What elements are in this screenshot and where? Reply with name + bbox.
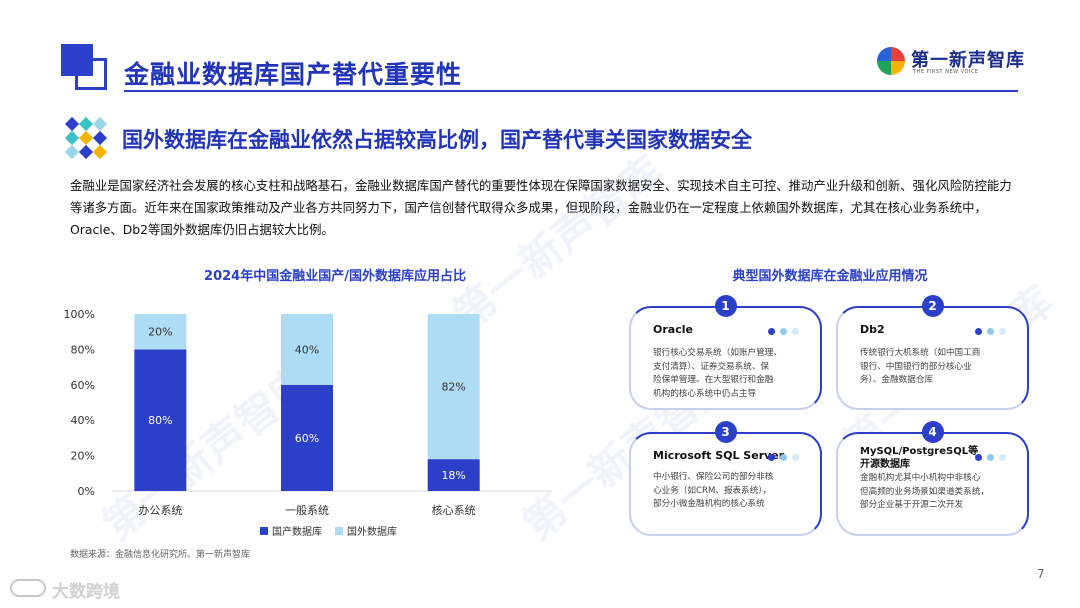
legend-swatch <box>260 527 268 535</box>
diamond-cluster-icon <box>62 114 110 162</box>
legend-label: 国产数据库 <box>272 525 322 538</box>
page-title: 金融业数据库国产替代重要性 <box>124 60 463 89</box>
y-tick-label: 100% <box>64 308 95 321</box>
data-label: 82% <box>441 381 465 394</box>
data-source-note: 数据来源：金融信息化研究所、第一新声智库 <box>70 550 251 560</box>
card-text-line: 部分企业基于开源二次开发 <box>860 500 964 510</box>
bar-segment <box>134 349 187 491</box>
legend-swatch <box>335 527 343 535</box>
card-text-line: 支付清算）、证券交易系统、保 <box>653 361 770 372</box>
y-tick-label: 0% <box>78 485 95 498</box>
card-text-line: 部分小微金融机构的核心系统 <box>653 499 765 509</box>
data-label: 60% <box>295 432 319 445</box>
card-dots-icon <box>975 454 1011 462</box>
card-number-badge: 4 <box>921 421 944 443</box>
data-label: 80% <box>148 414 172 427</box>
stacked-bar-chart: 0% 20% 40% 60% 80% 100% 80% 20% 办公系统 60% 40% 一般系统 18… <box>64 308 552 538</box>
card-title: Db2 <box>860 323 885 336</box>
card-text-line: 机构的核心系统中仍占主导 <box>653 388 757 399</box>
card-text-line: 银行、中国银行的部分核心业 <box>860 361 972 372</box>
card-text-line: 金融机构尤其中小机构中非核心 <box>860 473 981 483</box>
y-tick-label: 60% <box>71 379 95 392</box>
card-title: MySQL/PostgreSQL等 开源数据库 <box>860 445 978 471</box>
database-card-db2: 2 Db2 传统银行大机系统（如中国工商 银行、中国银行的部分核心业 务）、金融… <box>836 295 1029 410</box>
brand-logo: 第一新声智库 THE FIRST NEW VOICE <box>877 45 1027 79</box>
card-description: 传统银行大机系统（如中国工商 银行、中国银行的部分核心业 务）、金融数据仓库 <box>860 347 1016 388</box>
logo-subtitle: THE FIRST NEW VOICE <box>913 69 979 75</box>
header-rule <box>124 90 1018 92</box>
card-title-line: 开源数据库 <box>860 459 910 470</box>
card-text-line: 但高频的业务场景如渠道类系统， <box>860 486 989 497</box>
y-tick-label: 20% <box>71 450 95 463</box>
card-dots-icon <box>768 454 804 462</box>
data-label: 20% <box>148 326 172 339</box>
right-panel-title: 典型国外数据库在金融业应用情况 <box>732 269 928 284</box>
x-category-label: 办公系统 <box>138 504 182 517</box>
card-description: 银行核心交易系统（如账户管理、 支付清算）、证券交易系统、保 险保单管理。在大型… <box>653 347 809 401</box>
bar-segment <box>427 459 480 491</box>
section-subtitle: 国外数据库在金融业依然占据较高比例，国产替代事关国家数据安全 <box>122 128 752 152</box>
card-dots-icon <box>975 328 1011 336</box>
paragraph-line: Oracle、Db2等国外数据库仍旧占据较大比例。 <box>70 222 334 237</box>
card-number-badge: 1 <box>714 295 737 317</box>
x-category-label: 核心系统 <box>432 503 476 517</box>
data-label: 40% <box>295 343 319 356</box>
paragraph-line: 金融业是国家经济社会发展的核心支柱和战略基石，金融业数据库国产替代的重要性体现在… <box>70 178 1012 193</box>
data-label: 18% <box>441 469 465 482</box>
card-description: 金融机构尤其中小机构中非核心 但高频的业务场景如渠道类系统， 部分企业基于开源二… <box>860 472 1016 513</box>
brand-name: 大数跨境 <box>52 582 120 602</box>
logo-name: 第一新声智库 <box>911 50 1025 71</box>
card-number-badge: 3 <box>714 421 737 443</box>
card-dots-icon <box>768 328 804 336</box>
card-title-line: MySQL/PostgreSQL等 <box>860 446 979 457</box>
logo-icon <box>877 47 905 75</box>
card-text-line: 务）、金融数据仓库 <box>860 375 934 385</box>
bar-segment <box>281 384 333 491</box>
brand-logo-icon <box>10 579 46 597</box>
x-category-label: 一般系统 <box>285 504 329 517</box>
y-tick-label: 40% <box>71 414 95 427</box>
bar-segment <box>134 314 187 350</box>
page-number: 7 <box>1037 567 1045 581</box>
card-text-line: 银行核心交易系统（如账户管理、 <box>653 348 782 358</box>
title-decoration-outline <box>75 58 107 90</box>
intro-paragraph: 金融业是国家经济社会发展的核心支柱和战略基石，金融业数据库国产替代的重要性体现在… <box>70 175 1030 241</box>
card-description: 中小银行、保险公司的部分非核 心业务（如CRM、报表系统）， 部分小微金融机构的… <box>653 471 809 512</box>
card-title: Oracle <box>653 323 693 336</box>
database-card-sqlserver: 3 Microsoft SQL Server 中小银行、保险公司的部分非核 心业… <box>629 421 822 536</box>
paragraph-line: 等诸多方面。近年来在国家政策推动及产业各方共同努力下，国产信创替代取得众多成果，… <box>70 200 987 215</box>
legend-label: 国外数据库 <box>347 525 397 538</box>
card-number-badge: 2 <box>921 295 944 317</box>
bar-segment <box>281 314 333 385</box>
y-tick-label: 80% <box>71 343 95 356</box>
card-text-line: 传统银行大机系统（如中国工商 <box>860 348 981 358</box>
card-text-line: 险保单管理。在大型银行和金融 <box>653 375 774 385</box>
card-text-line: 中小银行、保险公司的部分非核 <box>653 472 774 482</box>
card-title: Microsoft SQL Server <box>653 449 785 462</box>
card-text-line: 心业务（如CRM、报表系统）， <box>653 485 772 496</box>
database-card-opensource: 4 MySQL/PostgreSQL等 开源数据库 金融机构尤其中小机构中非核心… <box>836 421 1029 536</box>
chart-title: 2024年中国金融业国产/国外数据库应用占比 <box>204 269 466 284</box>
database-card-oracle: 1 Oracle 银行核心交易系统（如账户管理、 支付清算）、证券交易系统、保 … <box>629 295 822 410</box>
bar-segment <box>427 314 480 460</box>
